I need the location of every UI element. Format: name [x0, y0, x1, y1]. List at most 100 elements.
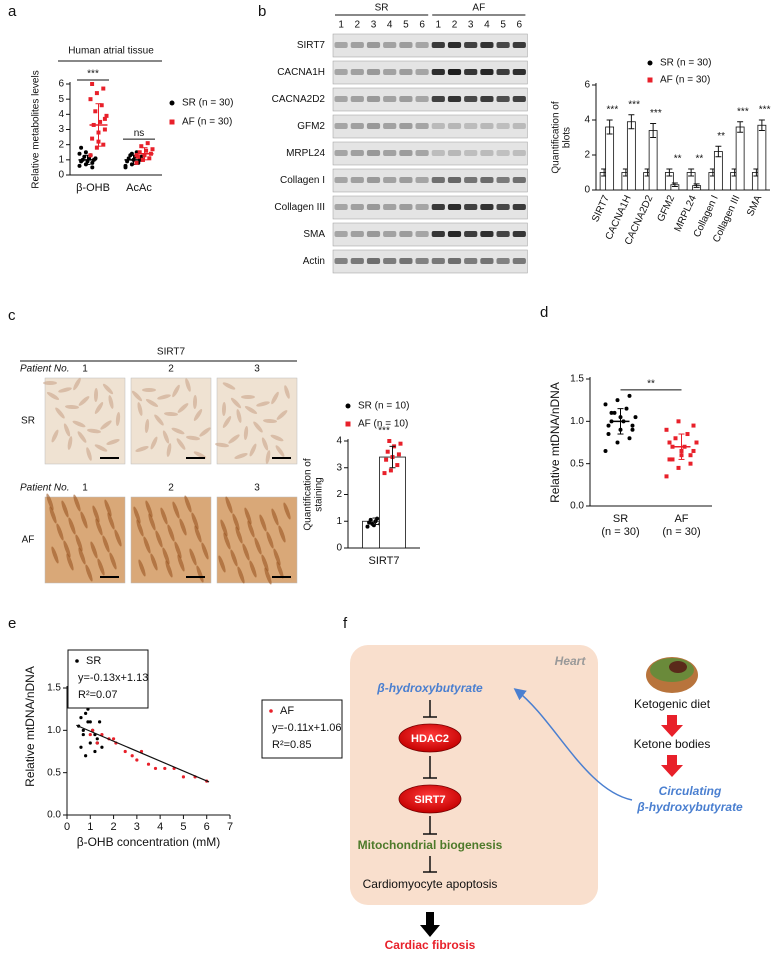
- data-point: [137, 150, 142, 155]
- blot-band: [496, 96, 510, 102]
- stain-fiber: [51, 546, 59, 564]
- y-tick-label: 0.5: [47, 767, 61, 778]
- stain-fiber: [145, 500, 153, 518]
- data-point: [111, 737, 116, 741]
- blot-band: [399, 258, 413, 264]
- x-tick-label: 5: [180, 821, 186, 833]
- stain-fiber: [55, 407, 65, 419]
- stain-fiber: [78, 547, 86, 565]
- stain-fiber: [177, 403, 189, 413]
- legend-marker: [647, 60, 653, 66]
- stain-fiber: [196, 565, 204, 583]
- blot-band: [383, 204, 397, 210]
- blot-band: [431, 150, 445, 156]
- stain-fiber: [201, 542, 209, 560]
- x-axis-title: β-OHB concentration (mM): [77, 835, 221, 849]
- significance: **: [695, 154, 703, 165]
- blot-band: [350, 177, 364, 183]
- data-point: [624, 406, 629, 411]
- panel-label: c: [8, 307, 16, 324]
- blot-band: [415, 204, 429, 210]
- stain-fiber: [114, 529, 122, 547]
- data-point: [670, 457, 675, 462]
- metabolite: β-hydroxybutyrate: [376, 681, 483, 695]
- stain-fiber: [106, 439, 120, 445]
- blot-band: [464, 96, 478, 102]
- blot-strip: [332, 222, 528, 247]
- blot-band: [334, 69, 348, 75]
- stain-fiber: [145, 399, 159, 407]
- stain-fiber: [193, 409, 203, 421]
- y-tick-label: 1: [58, 154, 64, 165]
- y-tick-label: 0.0: [570, 501, 584, 512]
- data-point: [685, 432, 690, 437]
- y-tick-label: 4: [336, 436, 342, 447]
- stain-fiber: [100, 420, 112, 430]
- data-point: [135, 758, 139, 762]
- result: Cardiac fibrosis: [385, 938, 476, 952]
- stain-fiber: [199, 427, 211, 437]
- y-tick-label: 2: [58, 139, 64, 150]
- stain-fiber: [244, 507, 252, 525]
- stain-fiber: [276, 410, 288, 420]
- data-point: [94, 145, 99, 150]
- stain-fiber: [273, 548, 281, 566]
- stain-fiber: [184, 495, 192, 513]
- blot-band: [512, 177, 526, 183]
- panel-label: d: [540, 304, 548, 321]
- stain-fiber: [270, 434, 284, 442]
- y-axis-title: Relative metabolites levels: [31, 70, 42, 188]
- data-point: [385, 449, 390, 454]
- stain-fiber: [133, 506, 141, 524]
- data-point: [147, 156, 152, 161]
- data-point: [676, 419, 681, 424]
- patient-number: 3: [254, 483, 260, 494]
- data-point: [370, 521, 375, 526]
- blot-band: [480, 204, 494, 210]
- y-axis-title: staining: [314, 477, 325, 511]
- blot-band: [383, 42, 397, 48]
- data-point: [384, 457, 389, 462]
- legend-label: AF (n = 10): [358, 419, 408, 430]
- blot-band: [480, 177, 494, 183]
- blot-band: [496, 69, 510, 75]
- data-point: [79, 145, 84, 150]
- data-point: [667, 457, 672, 462]
- blot-band: [447, 96, 462, 102]
- blot-band: [366, 231, 381, 237]
- data-point: [612, 410, 617, 415]
- stain-fiber: [244, 406, 258, 414]
- stain-fiber: [75, 534, 83, 552]
- x-tick-label: 6: [204, 821, 210, 833]
- stain-fiber: [72, 420, 86, 428]
- blot-band: [464, 123, 478, 129]
- down-arrow: [420, 912, 440, 937]
- stain-fiber: [107, 512, 115, 530]
- data-point: [630, 427, 635, 432]
- stain-fiber: [283, 502, 291, 520]
- significance: ***: [87, 69, 99, 80]
- stain-fiber: [115, 412, 121, 426]
- blot-band: [447, 204, 462, 210]
- significance: ***: [650, 108, 662, 119]
- red-arrow: [661, 755, 683, 777]
- x-tick-sublabel: (n = 30): [601, 526, 639, 538]
- data-point: [95, 741, 99, 745]
- lane-label: 1: [436, 20, 442, 31]
- stain-fiber: [241, 395, 255, 399]
- data-point: [99, 103, 104, 108]
- lane-label: 3: [371, 20, 377, 31]
- blot-band: [334, 204, 348, 210]
- x-tick-label: SMA: [745, 193, 764, 218]
- legend-marker: [169, 119, 175, 125]
- blot-band: [431, 69, 445, 75]
- stain-fiber: [186, 435, 200, 441]
- blot-row-label: CACNA1H: [277, 67, 325, 78]
- blot-band: [496, 258, 510, 264]
- stain-fiber: [243, 426, 249, 440]
- data-point: [86, 720, 90, 724]
- y-tick-label: 0.5: [570, 458, 584, 469]
- stain-fiber: [160, 507, 168, 525]
- stain-fiber: [265, 450, 271, 464]
